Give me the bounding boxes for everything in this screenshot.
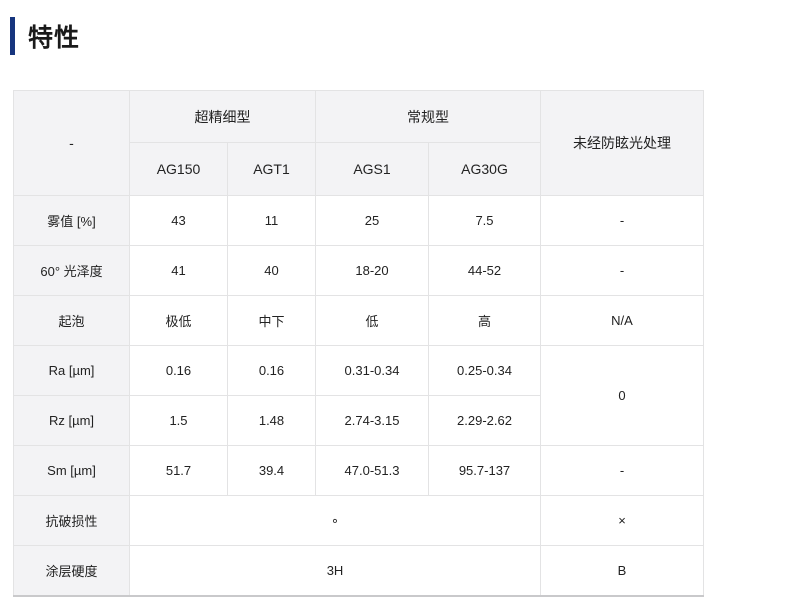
group-header-regular: 常规型 (315, 90, 541, 143)
value-cell: 40 (227, 245, 316, 296)
column-header-untreated: 未经防眩光处理 (540, 90, 704, 196)
untreated-value-cell: × (540, 495, 704, 546)
column-header-agt1: AGT1 (227, 142, 316, 196)
spec-table: - 超精细型 常规型 未经防眩光处理 AG150 AGT1 AGS1 AG30G… (13, 90, 704, 597)
value-cell: 高 (428, 295, 541, 346)
row-label: 抗破损性 (13, 495, 130, 546)
value-cell: 39.4 (227, 445, 316, 496)
value-cell: 1.5 (129, 395, 228, 446)
untreated-value-cell: 0 (540, 345, 704, 446)
value-cell: 0.16 (227, 345, 316, 396)
table-row: 起泡 极低 中下 低 高 N/A (13, 295, 704, 346)
column-header-ag30g: AG30G (428, 142, 541, 196)
row-label: 雾值 [%] (13, 195, 130, 246)
untreated-value-cell: - (540, 195, 704, 246)
untreated-value-cell: - (540, 445, 704, 496)
table-header-group-row: - 超精细型 常规型 未经防眩光处理 (13, 90, 704, 196)
value-cell: 11 (227, 195, 316, 246)
value-cell: 41 (129, 245, 228, 296)
page-title: 特性 (28, 24, 81, 52)
table-row: Ra [µm] 0.16 0.16 0.31-0.34 0.25-0.34 0 (13, 345, 704, 446)
value-cell: 低 (315, 295, 429, 346)
row-label: 60° 光泽度 (13, 245, 130, 296)
value-cell: 43 (129, 195, 228, 246)
value-cell: 25 (315, 195, 429, 246)
value-cell: 44-52 (428, 245, 541, 296)
value-cell: 95.7-137 (428, 445, 541, 496)
section-header: 特性 (0, 0, 800, 56)
group-header-ultrafine: 超精细型 (129, 90, 316, 143)
table-row: Rz [µm] 1.5 1.48 2.74-3.15 2.29-2.62 (13, 395, 704, 446)
merged-value-cell: 3H (129, 545, 541, 596)
value-cell: 2.74-3.15 (315, 395, 429, 446)
table-row: 涂层硬度 3H B (13, 545, 704, 596)
value-cell: 2.29-2.62 (428, 395, 541, 446)
title-accent-bar (10, 17, 15, 55)
table-row: 抗破损性 ∘ × (13, 495, 704, 546)
untreated-value-cell: - (540, 245, 704, 296)
merged-value-cell: ∘ (129, 495, 541, 546)
value-cell: 1.48 (227, 395, 316, 446)
corner-cell: - (13, 90, 130, 196)
row-label: Rz [µm] (13, 395, 130, 446)
value-cell: 18-20 (315, 245, 429, 296)
value-cell: 51.7 (129, 445, 228, 496)
row-label: 起泡 (13, 295, 130, 346)
value-cell: 7.5 (428, 195, 541, 246)
column-header-ags1: AGS1 (315, 142, 429, 196)
row-label: Ra [µm] (13, 345, 130, 396)
row-label: Sm [µm] (13, 445, 130, 496)
untreated-value-cell: B (540, 545, 704, 596)
untreated-value-cell: N/A (540, 295, 704, 346)
table-header-model-row: AG150 AGT1 AGS1 AG30G (14, 142, 704, 196)
column-header-ag150: AG150 (129, 142, 228, 196)
table-row: 60° 光泽度 41 40 18-20 44-52 - (13, 245, 704, 296)
table-row: 雾值 [%] 43 11 25 7.5 - (13, 195, 704, 246)
row-label: 涂层硬度 (13, 545, 130, 596)
value-cell: 0.16 (129, 345, 228, 396)
value-cell: 0.31-0.34 (315, 345, 429, 396)
table-row: Sm [µm] 51.7 39.4 47.0-51.3 95.7-137 - (13, 445, 704, 496)
value-cell: 中下 (227, 295, 316, 346)
value-cell: 0.25-0.34 (428, 345, 541, 396)
value-cell: 极低 (129, 295, 228, 346)
value-cell: 47.0-51.3 (315, 445, 429, 496)
